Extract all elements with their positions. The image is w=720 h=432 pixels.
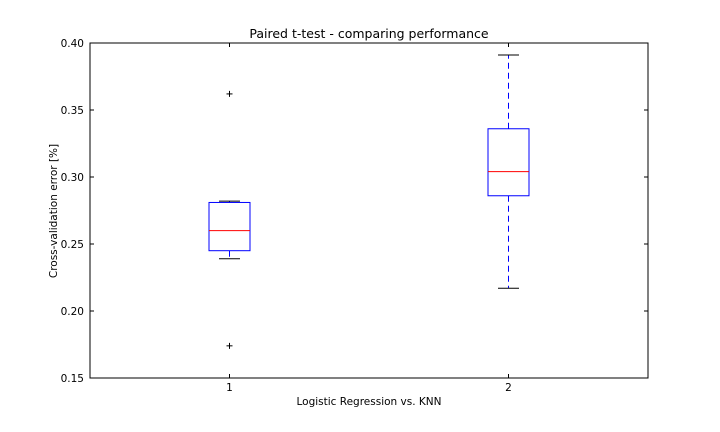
- box-group-2: [487, 54, 530, 289]
- y-tick-label: 0.20: [61, 306, 84, 318]
- x-axis-label: Logistic Regression vs. KNN: [296, 396, 441, 408]
- box-iqr: [487, 128, 530, 197]
- y-tick-label: 0.35: [61, 105, 84, 117]
- chart-title: Paired t-test - comparing performance: [249, 26, 489, 41]
- y-axis: 0.15 0.20 0.25 0.30 0.35 0.40: [61, 38, 648, 385]
- y-axis-label: Cross-validation error [%]: [48, 144, 60, 278]
- y-tick-label: 0.40: [61, 38, 84, 50]
- flier-marker: [226, 90, 233, 97]
- y-tick-label: 0.25: [61, 239, 84, 251]
- box-iqr: [208, 201, 251, 252]
- flier-marker: [226, 342, 233, 349]
- plot-area: [208, 54, 530, 349]
- y-tick-label: 0.15: [61, 373, 84, 385]
- x-tick-label: 1: [226, 382, 233, 394]
- x-tick-label: 2: [505, 382, 512, 394]
- plot-frame: [89, 42, 649, 379]
- y-tick-label: 0.30: [61, 172, 84, 184]
- box-group-1: [208, 90, 251, 349]
